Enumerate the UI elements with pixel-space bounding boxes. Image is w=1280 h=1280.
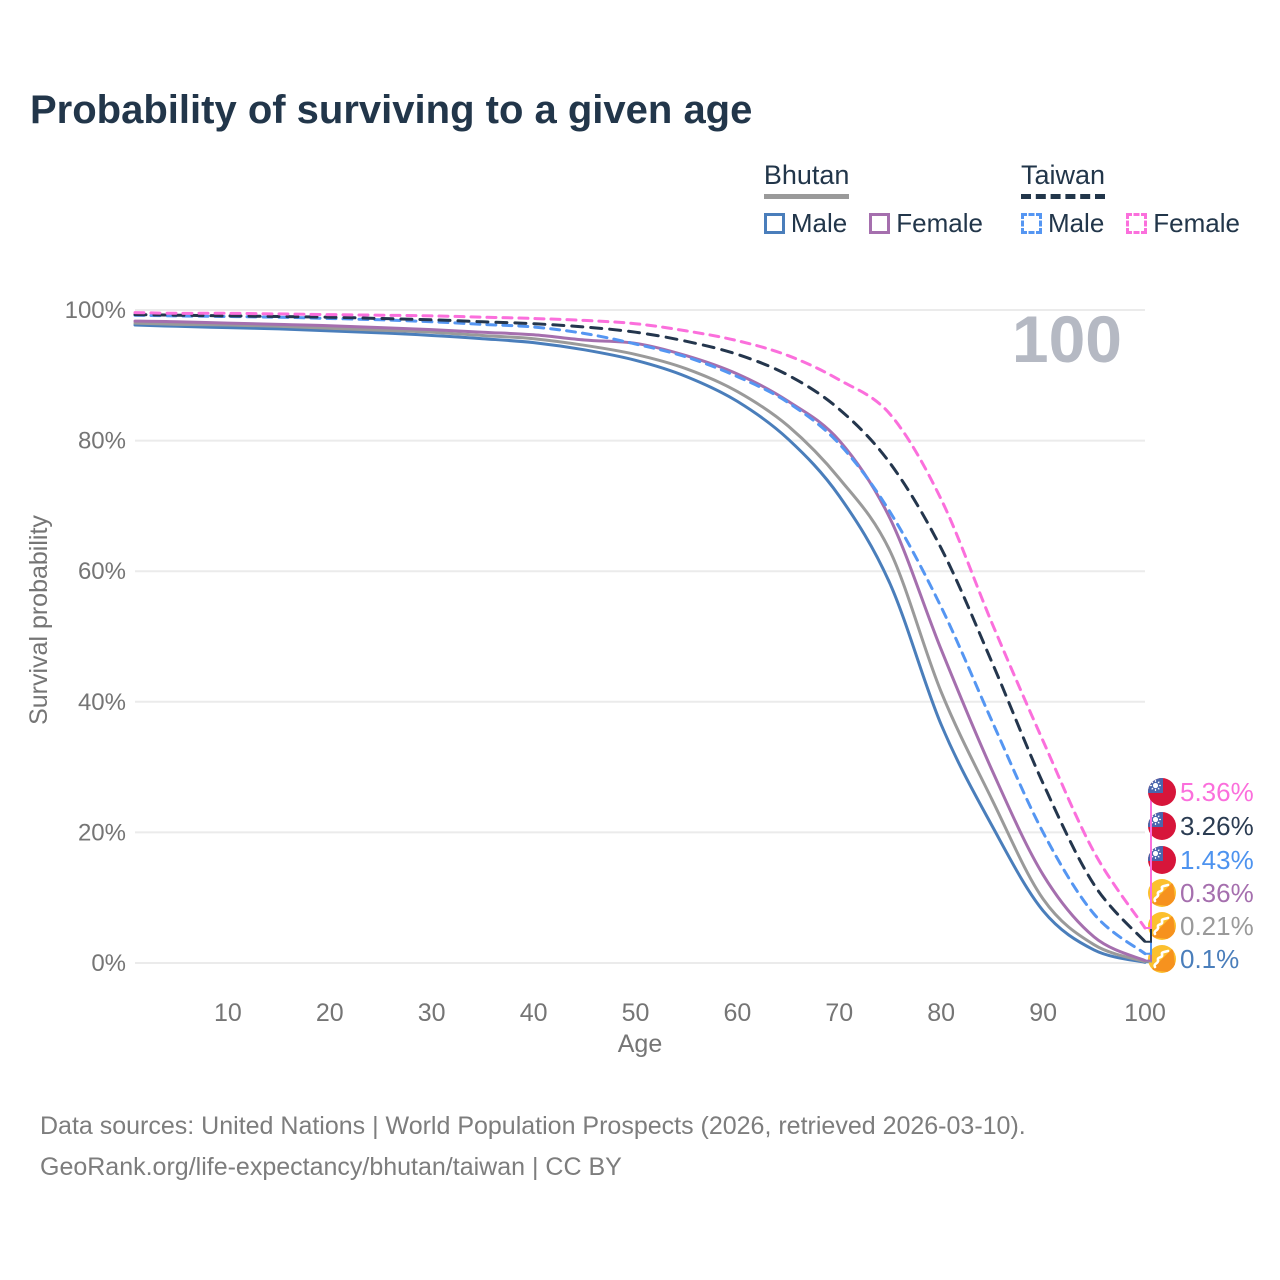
end-label-value-bhutan-both: 0.21% (1180, 911, 1254, 941)
x-tick-label: 80 (927, 999, 955, 1027)
legend-item-bhutan-male[interactable]: Male (763, 208, 848, 239)
legend-swatch-taiwan-female (1126, 213, 1148, 234)
y-tick-label: 0% (91, 950, 126, 977)
legend-label-bhutan-female: Female (896, 208, 983, 238)
legend-item-bhutan-female[interactable]: Female (869, 208, 983, 239)
taiwan-flag-icon (1148, 778, 1176, 806)
chart-legend: Bhutan Male Female Taiwan Male (763, 160, 1240, 239)
y-tick-label: 80% (78, 428, 126, 455)
y-tick-label: 60% (78, 558, 126, 585)
legend-item-taiwan-female[interactable]: Female (1126, 208, 1240, 239)
y-axis-title: Survival probability (25, 515, 53, 725)
x-tick-label: 90 (1029, 999, 1057, 1027)
x-tick-label: 10 (214, 999, 242, 1027)
end-label-value-taiwan-female: 5.36% (1180, 777, 1254, 807)
series-line-taiwan-male[interactable] (133, 313, 1147, 956)
series-line-bhutan-female[interactable] (133, 319, 1147, 963)
legend-row-bhutan: Male Female (763, 208, 983, 239)
x-tick-label: 20 (316, 999, 344, 1027)
bhutan-flag-icon (1148, 879, 1176, 907)
bhutan-flag-icon (1148, 945, 1176, 973)
y-tick-label: 100% (65, 297, 126, 324)
legend-heading-bhutan: Bhutan (763, 160, 850, 199)
series-line-bhutan-both[interactable] (133, 321, 1147, 964)
end-label-value-bhutan-female: 0.36% (1180, 878, 1254, 908)
page-title: Probability of surviving to a given age (30, 88, 753, 132)
legend-label-taiwan-male: Male (1047, 208, 1105, 238)
legend-row-taiwan: Male Female (1020, 208, 1240, 239)
bhutan-flag-icon (1148, 912, 1176, 940)
footer-sources: Data sources: United Nations | World Pop… (40, 1106, 1026, 1188)
x-tick-label: 40 (520, 999, 548, 1027)
age-watermark: 100 (1012, 302, 1122, 376)
end-label-value-taiwan-male: 1.43% (1180, 845, 1254, 875)
legend-group-taiwan: Taiwan Male Female (1020, 160, 1240, 239)
legend-heading-taiwan: Taiwan (1020, 160, 1105, 199)
legend-label-taiwan-female: Female (1153, 208, 1240, 238)
x-axis-title: Age (618, 1030, 662, 1058)
end-label-value-bhutan-male: 0.1% (1180, 944, 1239, 974)
series-line-bhutan-male[interactable] (133, 323, 1147, 964)
series-line-taiwan-female[interactable] (133, 311, 1147, 930)
legend-group-bhutan: Bhutan Male Female (763, 160, 983, 239)
legend-label-bhutan-male: Male (790, 208, 848, 238)
x-tick-label: 100 (1124, 999, 1166, 1027)
legend-swatch-bhutan-female (869, 213, 891, 234)
x-tick-label: 70 (825, 999, 853, 1027)
legend-swatch-taiwan-male (1020, 213, 1042, 234)
x-tick-label: 50 (622, 999, 650, 1027)
footer-source-line2: GeoRank.org/life-expectancy/bhutan/taiwa… (40, 1153, 622, 1181)
y-tick-label: 20% (78, 819, 126, 846)
taiwan-flag-icon (1148, 812, 1176, 840)
legend-swatch-bhutan-male (763, 213, 785, 234)
x-tick-label: 60 (723, 999, 751, 1027)
taiwan-flag-icon (1148, 846, 1176, 874)
x-tick-label: 30 (418, 999, 446, 1027)
end-label-value-taiwan-both: 3.26% (1180, 811, 1254, 841)
y-tick-label: 40% (78, 689, 126, 716)
legend-item-taiwan-male[interactable]: Male (1020, 208, 1105, 239)
footer-source-line1: Data sources: United Nations | World Pop… (40, 1112, 1026, 1140)
series-line-taiwan-both[interactable] (133, 313, 1147, 944)
